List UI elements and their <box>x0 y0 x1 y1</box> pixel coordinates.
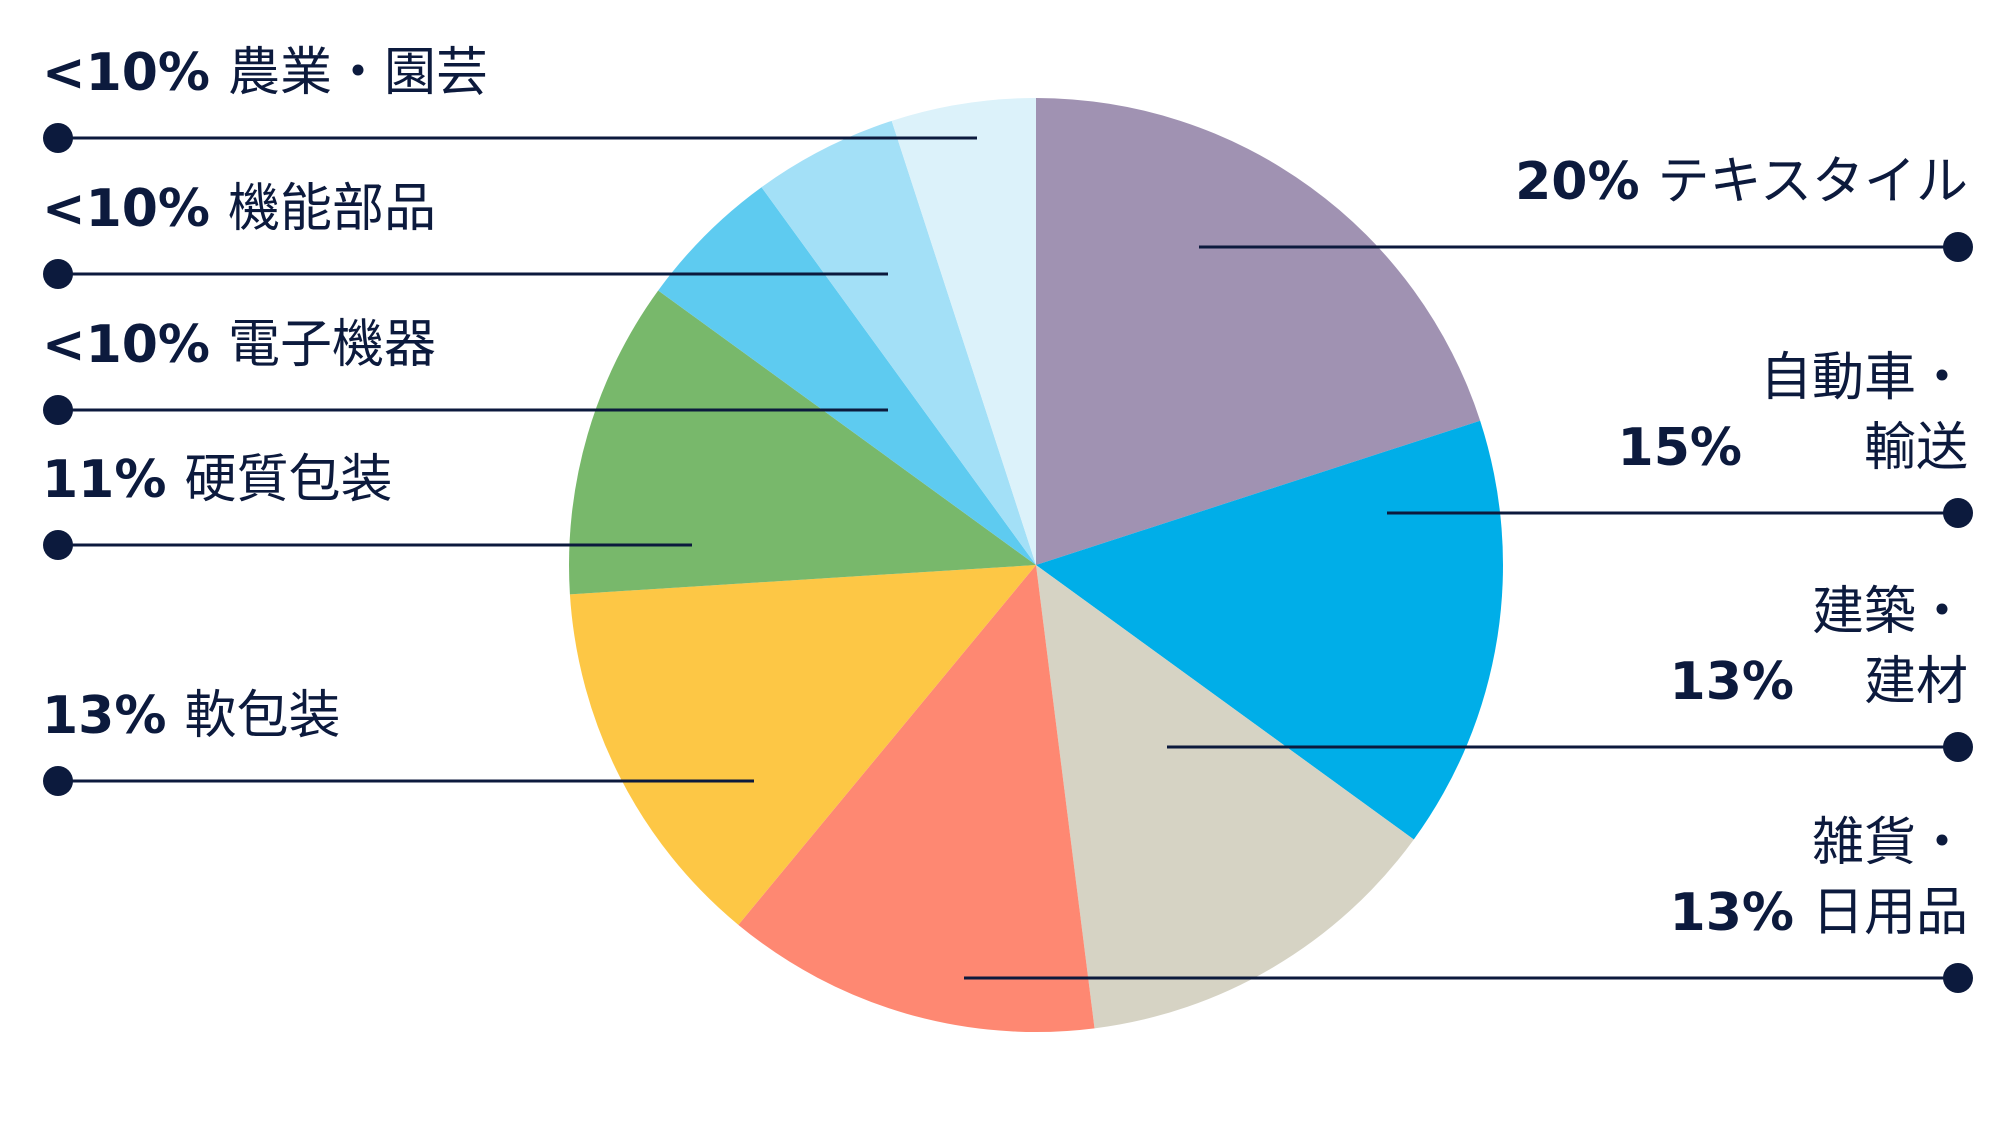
pie-slice <box>761 120 1036 566</box>
leader-dot <box>43 123 73 153</box>
category-label: 雑貨・ 日用品 <box>1811 813 1968 943</box>
slice-label: 13% 軟包装 <box>42 681 340 751</box>
leader-dot <box>43 766 73 796</box>
pie-slice <box>1036 420 1504 840</box>
category-label: テキスタイル <box>1657 152 1968 212</box>
category-label: 機能部品 <box>228 179 437 239</box>
slice-label: 11% 硬質包装 <box>42 445 392 515</box>
leader-dot <box>43 259 73 289</box>
leader-dot <box>43 530 73 560</box>
category-label: 軟包装 <box>184 686 341 746</box>
category-label: 自動車・ 輸送 <box>1759 348 1968 478</box>
percent-label: <10% <box>42 43 211 103</box>
pie-slice <box>568 290 1036 595</box>
leader-dot <box>1943 498 1973 528</box>
percent-label: <10% <box>42 315 211 375</box>
slice-label: <10% 電子機器 <box>42 310 436 380</box>
slice-label: 13% 建築・ 建材 <box>1670 577 1968 717</box>
slice-label: 15% 自動車・ 輸送 <box>1618 343 1968 483</box>
category-label: 硬質包装 <box>184 450 393 510</box>
percent-label: 20% <box>1515 152 1640 212</box>
percent-label: 13% <box>1669 883 1794 943</box>
pie-slice <box>891 98 1036 565</box>
percent-label: 11% <box>42 450 167 510</box>
percent-label: 13% <box>1669 652 1794 712</box>
category-label: 電子機器 <box>228 315 437 375</box>
leader-dot <box>1943 963 1973 993</box>
pie-slice <box>658 187 1036 565</box>
slice-label: <10% 機能部品 <box>42 174 436 244</box>
pie-slice <box>1036 98 1481 565</box>
leader-dot <box>43 395 73 425</box>
slice-label: <10% 農業・園芸 <box>42 38 488 108</box>
pie-slice <box>738 565 1095 1032</box>
pie-slice <box>569 565 1036 925</box>
percent-label: 13% <box>42 686 167 746</box>
leader-dot <box>1943 732 1973 762</box>
percent-label: <10% <box>42 179 211 239</box>
category-label: 建築・ 建材 <box>1811 582 1968 712</box>
pie-slice <box>1036 565 1414 1029</box>
slice-label: 13% 雑貨・ 日用品 <box>1670 808 1968 948</box>
category-label: 農業・園芸 <box>228 43 489 103</box>
slice-label: 20% テキスタイル <box>1515 147 1968 217</box>
percent-label: 15% <box>1617 418 1742 478</box>
leader-dot <box>1943 232 1973 262</box>
